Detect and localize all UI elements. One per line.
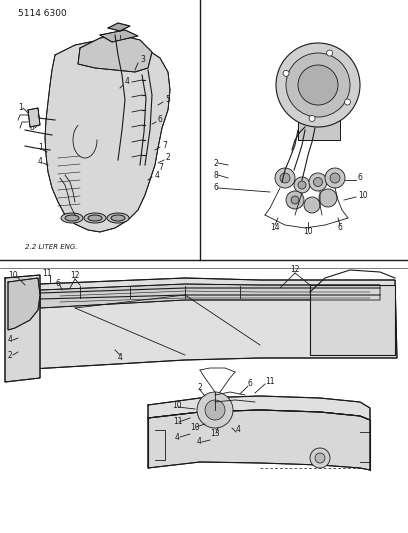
Text: 4: 4 — [125, 77, 130, 86]
Ellipse shape — [107, 213, 129, 223]
Circle shape — [286, 191, 304, 209]
Polygon shape — [28, 108, 40, 127]
Polygon shape — [45, 40, 170, 232]
Ellipse shape — [111, 215, 125, 221]
Text: 2.2 LITER ENG.: 2.2 LITER ENG. — [25, 244, 78, 250]
Text: 4: 4 — [236, 425, 241, 434]
Polygon shape — [310, 285, 395, 355]
Text: 6: 6 — [213, 183, 218, 192]
Text: 10: 10 — [8, 271, 18, 280]
Circle shape — [309, 116, 315, 122]
Polygon shape — [100, 30, 138, 42]
Circle shape — [319, 189, 337, 207]
Text: 2: 2 — [197, 384, 202, 392]
Text: 6: 6 — [358, 174, 363, 182]
Text: 10: 10 — [172, 401, 182, 410]
Text: 6: 6 — [248, 378, 253, 387]
Text: 2: 2 — [118, 28, 122, 36]
Polygon shape — [78, 35, 152, 72]
Text: 6: 6 — [337, 223, 342, 232]
Text: 2: 2 — [213, 158, 218, 167]
Circle shape — [310, 448, 330, 468]
Text: 10: 10 — [190, 423, 200, 432]
Text: 2: 2 — [8, 351, 13, 359]
Text: 4: 4 — [197, 438, 202, 447]
Circle shape — [294, 177, 310, 193]
Text: 12: 12 — [70, 271, 80, 280]
Polygon shape — [298, 120, 340, 140]
Text: 14: 14 — [270, 223, 280, 232]
Circle shape — [304, 197, 320, 213]
Text: 11: 11 — [265, 376, 275, 385]
Circle shape — [344, 99, 350, 105]
Circle shape — [298, 65, 338, 105]
Polygon shape — [108, 23, 130, 31]
Text: 4: 4 — [8, 335, 13, 344]
Circle shape — [286, 53, 350, 117]
Circle shape — [330, 173, 340, 183]
Circle shape — [283, 70, 289, 76]
Circle shape — [275, 168, 295, 188]
Text: 4: 4 — [38, 157, 43, 166]
Text: 11: 11 — [42, 269, 51, 278]
Polygon shape — [148, 396, 370, 420]
Circle shape — [309, 173, 327, 191]
Polygon shape — [5, 275, 40, 382]
Text: 4: 4 — [118, 353, 122, 362]
Circle shape — [313, 177, 322, 187]
Text: 6: 6 — [55, 279, 60, 287]
Circle shape — [205, 400, 225, 420]
Ellipse shape — [84, 213, 106, 223]
Circle shape — [327, 50, 333, 56]
Circle shape — [298, 181, 306, 189]
Text: 3: 3 — [140, 55, 145, 64]
Text: 10: 10 — [358, 190, 368, 199]
Text: 8: 8 — [30, 124, 35, 133]
Polygon shape — [8, 278, 40, 330]
Text: 4: 4 — [175, 432, 180, 441]
Circle shape — [325, 168, 345, 188]
Text: 1: 1 — [38, 143, 43, 152]
Text: 13: 13 — [210, 429, 220, 438]
Polygon shape — [148, 410, 370, 470]
Text: 1: 1 — [18, 103, 23, 112]
Ellipse shape — [61, 213, 83, 223]
Text: 7: 7 — [158, 164, 163, 173]
Circle shape — [291, 196, 299, 204]
Text: 4: 4 — [155, 171, 160, 180]
Text: 10: 10 — [303, 228, 313, 237]
Text: 5: 5 — [165, 95, 170, 104]
Text: 11: 11 — [173, 417, 182, 426]
Text: 5114 6300: 5114 6300 — [18, 10, 67, 19]
Polygon shape — [15, 278, 397, 370]
Text: 8: 8 — [213, 171, 218, 180]
Polygon shape — [40, 284, 380, 308]
Circle shape — [315, 453, 325, 463]
Text: 9: 9 — [33, 110, 38, 119]
Text: 12: 12 — [290, 265, 300, 274]
Text: 2: 2 — [166, 154, 171, 163]
Circle shape — [280, 173, 290, 183]
Ellipse shape — [65, 215, 79, 221]
Circle shape — [276, 43, 360, 127]
Text: 6: 6 — [158, 116, 163, 125]
Circle shape — [197, 392, 233, 428]
Text: 7: 7 — [162, 141, 167, 149]
Ellipse shape — [88, 215, 102, 221]
